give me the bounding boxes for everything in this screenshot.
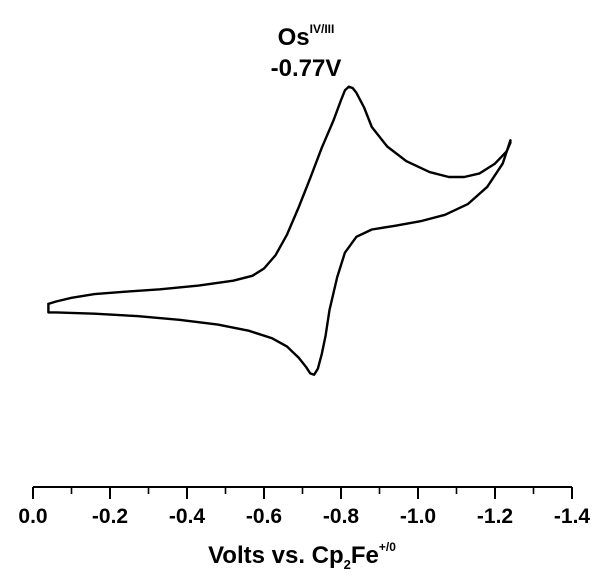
title-species-superscript: IV/III xyxy=(310,22,335,36)
title-species-text: Os xyxy=(278,24,310,51)
x-tick-label: -1.4 xyxy=(554,505,591,528)
x-axis-ticks: 0.0 -0.2 -0.4 -0.6 -0.8 -1.0 -1.2 -1.4 xyxy=(18,487,590,528)
chart-title-potential: -0.77V xyxy=(271,55,342,82)
x-tick-label: -0.8 xyxy=(323,505,360,528)
x-tick-label: -0.6 xyxy=(246,505,282,528)
x-tick-label: -1.0 xyxy=(400,505,436,528)
chart-title-species: OsIV/III xyxy=(278,22,335,51)
x-tick-label: -0.2 xyxy=(92,505,128,528)
x-tick-label: -1.2 xyxy=(477,505,513,528)
x-tick-label: 0.0 xyxy=(18,505,47,528)
x-axis-label: Volts vs. Cp2Fe+/0 xyxy=(208,540,396,572)
x-tick-label: -0.4 xyxy=(169,505,206,528)
cv-trace-reverse xyxy=(47,139,512,376)
trace-layer xyxy=(47,85,512,376)
cv-trace-forward xyxy=(47,85,512,306)
